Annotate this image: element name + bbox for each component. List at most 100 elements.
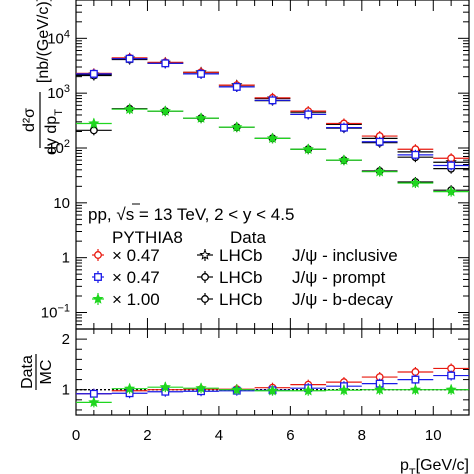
legend-data-header: Data <box>230 228 266 247</box>
x-axis: 0 2 4 6 8 10 pT[GeV/c] <box>72 427 469 474</box>
series-1 <box>76 54 469 174</box>
data-point <box>375 137 384 146</box>
ratio-y-numerator: Data <box>19 355 36 389</box>
ratio-point <box>89 389 98 398</box>
annotation-energy: s = 13 TeV, 2 < y < 4.5 <box>126 205 295 224</box>
data-point <box>374 165 386 177</box>
ratio-point <box>411 375 420 384</box>
series-3 <box>76 52 469 164</box>
data-point <box>232 82 241 91</box>
main-y-axis-title: d²σ dy dpT [nb/(GeV/c)] <box>21 0 65 155</box>
series-5 <box>76 103 469 197</box>
legend-label: J/ψ - b-decay <box>292 290 393 309</box>
ratio-y-axis-title: Data MC <box>19 354 55 390</box>
ratio-point <box>195 382 207 393</box>
legend-data-marker <box>201 273 209 281</box>
data-point <box>409 177 422 188</box>
ratio-marks <box>76 363 469 408</box>
legend-pythia-marker <box>94 273 102 281</box>
data-point <box>302 143 314 154</box>
data-point <box>125 54 134 63</box>
legend-pythia-marker <box>94 251 102 259</box>
legend-factor: × 0.47 <box>112 246 160 265</box>
data-point <box>340 123 348 132</box>
ratio-y-tick-label: 1 <box>62 382 70 399</box>
legend-experiment: LHCb <box>219 268 262 287</box>
ratio-point <box>266 384 279 396</box>
ratio-y-tick-label: 2 <box>62 331 70 348</box>
x-tick-label: 0 <box>72 427 80 444</box>
legend-data-marker <box>199 249 211 260</box>
data-point <box>89 69 98 78</box>
data-point <box>88 117 100 129</box>
legend-row-1: × 0.47 LHCb J/ψ - prompt <box>92 268 386 287</box>
y-tick-label: 1 <box>62 250 70 267</box>
main-ticks: 10 102 103 104 10−1 1 <box>41 0 470 330</box>
data-point <box>123 103 136 114</box>
sqrt-sign: √ <box>116 205 126 224</box>
main-panel: 10 102 103 104 10−1 1 d²σ dy dpT [nb/(GeV/c)]… <box>21 0 470 330</box>
data-point <box>268 96 277 105</box>
legend-experiment: LHCb <box>219 246 262 265</box>
data-point <box>266 132 279 144</box>
x-tick-labels: 0 2 4 6 8 10 <box>72 427 442 444</box>
ratio-point <box>447 371 456 380</box>
legend-factor: × 1.00 <box>112 290 160 309</box>
x-tick-label: 2 <box>143 427 151 444</box>
legend-factor: × 0.47 <box>112 268 160 287</box>
y-tick-label: 10−1 <box>41 302 70 321</box>
legend-label: J/ψ - inclusive <box>292 246 398 265</box>
ratio-point <box>231 383 243 395</box>
legend-label: J/ψ - prompt <box>292 268 386 287</box>
legend-row-2: × 1.00 LHCb J/ψ - b-decay <box>92 290 393 309</box>
data-point <box>197 69 205 78</box>
data-point <box>411 150 420 159</box>
x-tick-label: 6 <box>286 427 294 444</box>
ratio-point <box>374 383 386 395</box>
series-4 <box>76 53 469 171</box>
y-tick-label: 10 <box>53 195 70 212</box>
y-axis-denominator-sub: T <box>53 109 65 116</box>
data-point <box>445 185 457 197</box>
ratio-point <box>88 396 100 408</box>
data-point <box>304 110 313 119</box>
data-point <box>195 112 207 123</box>
data-point <box>231 121 243 132</box>
data-point <box>338 154 350 165</box>
series-0 <box>76 52 469 168</box>
ratio-point <box>123 382 136 394</box>
y-tick-label: 102 <box>47 138 70 157</box>
x-tick-label: 8 <box>358 427 366 444</box>
legend-row-0: × 0.47 LHCb J/ψ - inclusive <box>92 246 398 265</box>
ratio-point <box>445 383 457 395</box>
y-tick-label: 103 <box>47 83 70 102</box>
y-tick-label: 104 <box>47 28 70 47</box>
y-axis-denominator: dy dp <box>43 116 60 155</box>
y-axis-unit: [nb/(GeV/c)] <box>35 0 52 83</box>
main-marks <box>76 52 469 197</box>
ratio-y-denominator: MC <box>38 360 55 385</box>
ratio-ticks: 12 <box>62 328 470 415</box>
legend: PYTHIA8 Data × 0.47 LHCb J/ψ - inclusive× … <box>92 228 398 309</box>
svg-text:dy dpT: dy dpT <box>43 109 65 155</box>
y-axis-numerator: d²σ <box>21 108 38 132</box>
x-tick-label: 4 <box>215 427 223 444</box>
ratio-point <box>338 384 350 395</box>
legend-rows: × 0.47 LHCb J/ψ - inclusive × 0.47 LHCb J/ψ -… <box>92 246 398 309</box>
ratio-point <box>302 384 314 396</box>
ratio-point <box>409 383 422 395</box>
ratio-panel: 12 Data MC <box>19 328 470 416</box>
legend-pythia-header: PYTHIA8 <box>112 228 183 247</box>
ratio-point <box>159 381 171 392</box>
legend-pythia-marker <box>92 293 104 304</box>
legend-experiment: LHCb <box>219 290 262 309</box>
data-point <box>447 161 456 170</box>
data-point <box>161 59 170 68</box>
x-tick-label: 10 <box>425 427 442 444</box>
annotation-text: pp, √s = 13 TeV, 2 < y < 4.5 <box>88 205 294 224</box>
x-axis-title: pT[GeV/c] <box>400 457 469 474</box>
data-point <box>159 105 171 116</box>
ratio-series-2 <box>76 381 469 408</box>
ratio-point <box>411 368 420 376</box>
